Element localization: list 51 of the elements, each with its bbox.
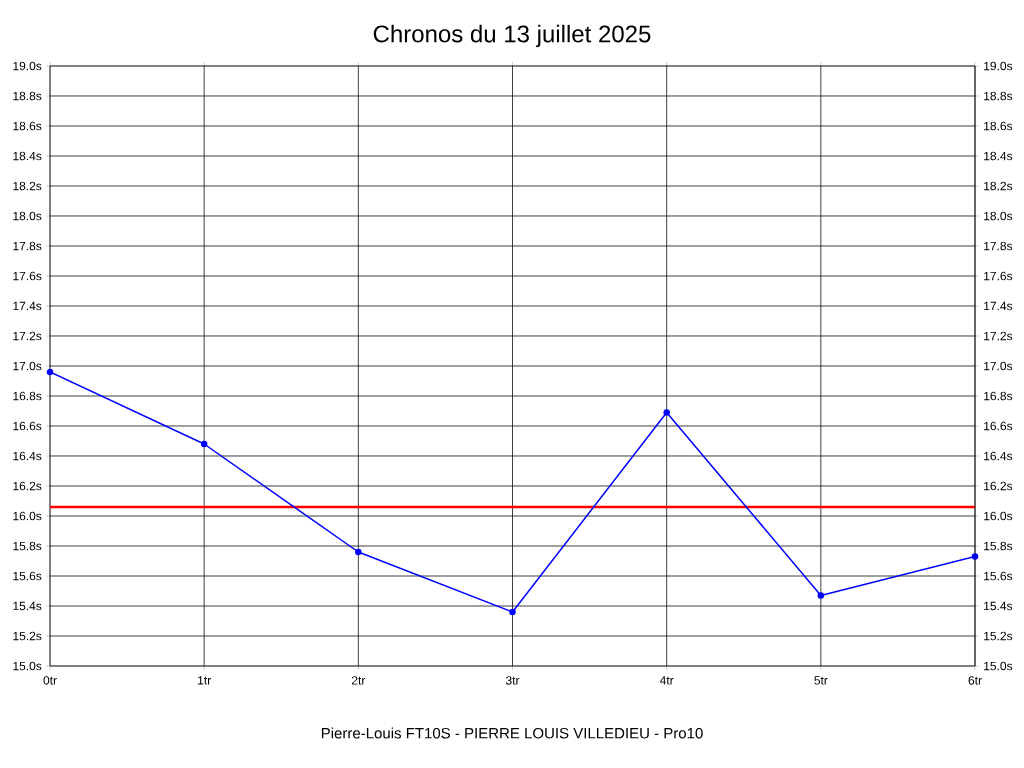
y-tick-label: 15.0s	[13, 661, 42, 671]
y2-tick-label: 17.4s	[984, 301, 1013, 311]
y-tick-label: 15.4s	[13, 601, 42, 611]
x-tick-label: 0tr	[43, 676, 57, 685]
y-tick-label: 18.6s	[13, 121, 42, 131]
y-tick-label: 15.2s	[13, 631, 42, 641]
x-tick-label: 6tr	[968, 676, 982, 685]
y2-tick-label: 18.2s	[984, 181, 1013, 191]
y-tick-label: 16.8s	[13, 391, 42, 401]
y2-tick-label: 17.8s	[984, 241, 1013, 251]
y-tick-label: 17.6s	[13, 271, 42, 281]
y2-tick-label: 18.4s	[984, 151, 1013, 161]
y2-tick-label: 15.6s	[984, 571, 1013, 581]
x-tick-label: 5tr	[814, 676, 828, 685]
y2-tick-label: 18.6s	[984, 121, 1013, 131]
y-tick-label: 16.0s	[13, 511, 42, 521]
y2-tick-label: 17.0s	[984, 361, 1013, 371]
y-tick-label: 18.2s	[13, 181, 42, 191]
y2-tick-label: 16.0s	[984, 511, 1013, 521]
chart-title: Chronos du 13 juillet 2025	[373, 24, 651, 48]
y2-tick-label: 15.2s	[984, 631, 1013, 641]
x-tick-label: 2tr	[351, 676, 366, 685]
y-tick-label: 16.6s	[13, 421, 42, 431]
y2-tick-label: 17.6s	[984, 271, 1013, 281]
x-tick-label: 3tr	[505, 676, 520, 685]
y2-tick-label: 18.8s	[984, 91, 1013, 101]
y-tick-label: 18.0s	[13, 211, 42, 221]
y2-tick-label: 15.8s	[984, 541, 1013, 551]
y-tick-label: 18.8s	[13, 91, 42, 101]
y2-tick-label: 17.2s	[984, 331, 1013, 341]
y-tick-label: 17.4s	[13, 301, 42, 311]
x-axis-title: Pierre-Louis FT10S - PIERRE LOUIS VILLEDIEU - Pro10	[321, 727, 703, 739]
x-tick-label: 1tr	[198, 676, 211, 685]
y-tick-label: 15.8s	[13, 541, 42, 551]
y2-tick-label: 18.0s	[984, 211, 1013, 221]
y-tick-label: 15.6s	[13, 571, 42, 581]
y-tick-label: 18.4s	[13, 151, 42, 161]
y-tick-label: 16.4s	[13, 451, 42, 461]
y2-tick-label: 16.2s	[984, 481, 1013, 491]
y-tick-label: 17.2s	[13, 331, 42, 341]
y2-tick-label: 16.4s	[984, 451, 1013, 461]
x-tick-label: 4tr	[659, 676, 674, 685]
y-tick-label: 16.2s	[13, 481, 42, 491]
y-tick-label: 19.0s	[13, 61, 42, 71]
y2-tick-label: 15.0s	[984, 661, 1013, 671]
y2-tick-label: 15.4s	[984, 601, 1013, 611]
y-tick-label: 17.0s	[13, 361, 42, 371]
y2-tick-label: 19.0s	[984, 61, 1013, 71]
y-tick-label: 17.8s	[13, 241, 42, 251]
y2-tick-label: 16.6s	[984, 421, 1013, 431]
y2-tick-label: 16.8s	[984, 391, 1013, 401]
